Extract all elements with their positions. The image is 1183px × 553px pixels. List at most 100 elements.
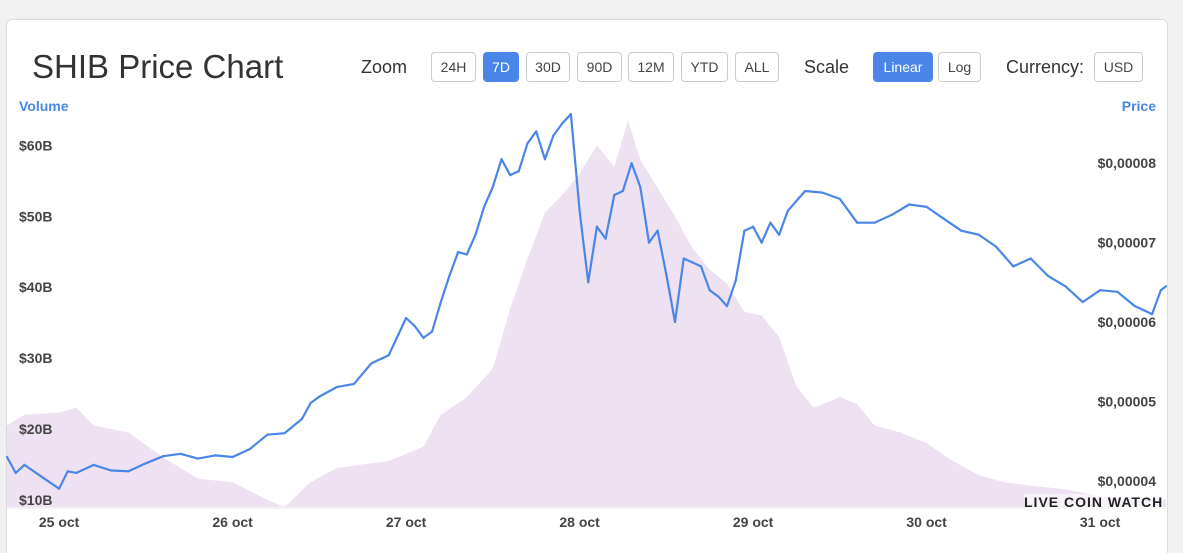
zoom-button-12m[interactable]: 12M: [628, 52, 674, 82]
volume-point: [613, 166, 615, 168]
volume-point: [509, 307, 511, 310]
volume-point: [440, 414, 442, 416]
price-point: [699, 265, 703, 268]
price-point: [58, 487, 61, 490]
price-point: [725, 305, 729, 308]
price-point: [1046, 274, 1050, 277]
price-point: [578, 209, 581, 212]
volume-axis-title: Volume: [19, 98, 69, 114]
scale-button-linear[interactable]: Linear: [873, 52, 933, 82]
price-point: [960, 229, 963, 232]
price-point: [196, 457, 199, 460]
volume-point: [726, 283, 728, 285]
price-point: [1133, 305, 1136, 308]
price-point: [552, 134, 555, 137]
price-point: [66, 470, 69, 473]
volume-point: [93, 424, 95, 427]
zoom-button-90d[interactable]: 90D: [577, 52, 622, 82]
volume-point: [596, 144, 598, 146]
zoom-button-7d[interactable]: 7D: [483, 52, 519, 82]
price-point: [561, 122, 564, 125]
volume-point: [813, 407, 815, 409]
currency-label: Currency:: [1006, 57, 1085, 77]
price-point: [673, 320, 677, 324]
volume-point: [856, 403, 858, 405]
volume-point: [336, 467, 338, 469]
price-point: [457, 251, 460, 254]
price-point: [630, 162, 633, 165]
volume-point: [526, 258, 529, 260]
price-point: [760, 241, 763, 244]
price-axis-title: Price: [1121, 98, 1156, 114]
zoom-button-ytd[interactable]: YTD: [681, 52, 728, 82]
volume-point: [232, 481, 234, 483]
price-point: [509, 174, 512, 177]
volume-point: [388, 460, 390, 462]
volume-point: [1030, 485, 1032, 487]
volume-point: [899, 432, 902, 434]
volume-point: [422, 446, 424, 448]
price-point: [405, 316, 408, 320]
volume-point: [362, 463, 364, 466]
x-tick-label: 31 oct: [1080, 514, 1121, 530]
price-point: [352, 382, 356, 385]
price-point: [1164, 285, 1168, 288]
volume-point: [1004, 481, 1006, 483]
zoom-button-30d[interactable]: 30D: [526, 52, 570, 82]
price-point: [335, 386, 338, 389]
volume-point: [579, 173, 581, 175]
volume-point: [561, 194, 563, 196]
volume-tick-label: $30B: [19, 350, 52, 366]
price-point: [23, 463, 26, 466]
price-tick-label: $0,00008: [1098, 155, 1157, 171]
price-point: [743, 229, 746, 232]
volume-tick-label: $10B: [19, 492, 52, 508]
volume-point: [492, 368, 494, 370]
volume-point: [310, 481, 312, 483]
volume-point: [127, 432, 130, 434]
volume-area: [7, 120, 1166, 507]
scale-button-log[interactable]: Log: [938, 52, 981, 82]
volume-point: [761, 315, 763, 317]
price-point: [682, 257, 685, 260]
price-point: [144, 462, 147, 465]
volume-point: [6, 424, 8, 427]
price-points: [5, 112, 1168, 490]
price-point: [1099, 289, 1102, 292]
volume-point: [1064, 488, 1066, 490]
volume-point: [544, 212, 546, 214]
price-point: [786, 209, 789, 212]
zoom-button-24h[interactable]: 24H: [431, 52, 476, 82]
price-point: [908, 203, 911, 206]
price-point: [873, 221, 876, 224]
price-point: [500, 158, 503, 161]
currency-select[interactable]: USD: [1094, 52, 1143, 82]
volume-point: [709, 268, 711, 271]
volume-point: [639, 159, 641, 161]
volume-tick-label: $40B: [19, 279, 52, 295]
price-point: [621, 189, 625, 193]
price-tick-label: $0,00006: [1098, 314, 1157, 330]
price-point: [214, 454, 217, 457]
volume-tick-label: $60B: [19, 137, 52, 153]
live-coin-watch-logo: LIVE COIN WATCH: [1024, 494, 1164, 510]
price-point: [708, 289, 711, 292]
price-point: [665, 273, 668, 276]
zoom-button-all[interactable]: ALL: [735, 52, 779, 82]
price-point: [838, 197, 841, 200]
volume-point: [75, 407, 77, 409]
price-point: [994, 245, 998, 248]
price-point: [309, 401, 312, 405]
volume-point: [284, 506, 286, 508]
price-point: [483, 205, 486, 208]
price-point: [1064, 285, 1067, 288]
page-title: SHIB Price Chart: [32, 48, 284, 85]
price-point: [179, 452, 182, 455]
price-point: [691, 261, 694, 264]
price-point: [422, 336, 425, 339]
price-point: [474, 233, 477, 236]
volume-tick-label: $50B: [19, 208, 52, 224]
volume-point: [58, 412, 60, 414]
price-point: [821, 191, 824, 194]
